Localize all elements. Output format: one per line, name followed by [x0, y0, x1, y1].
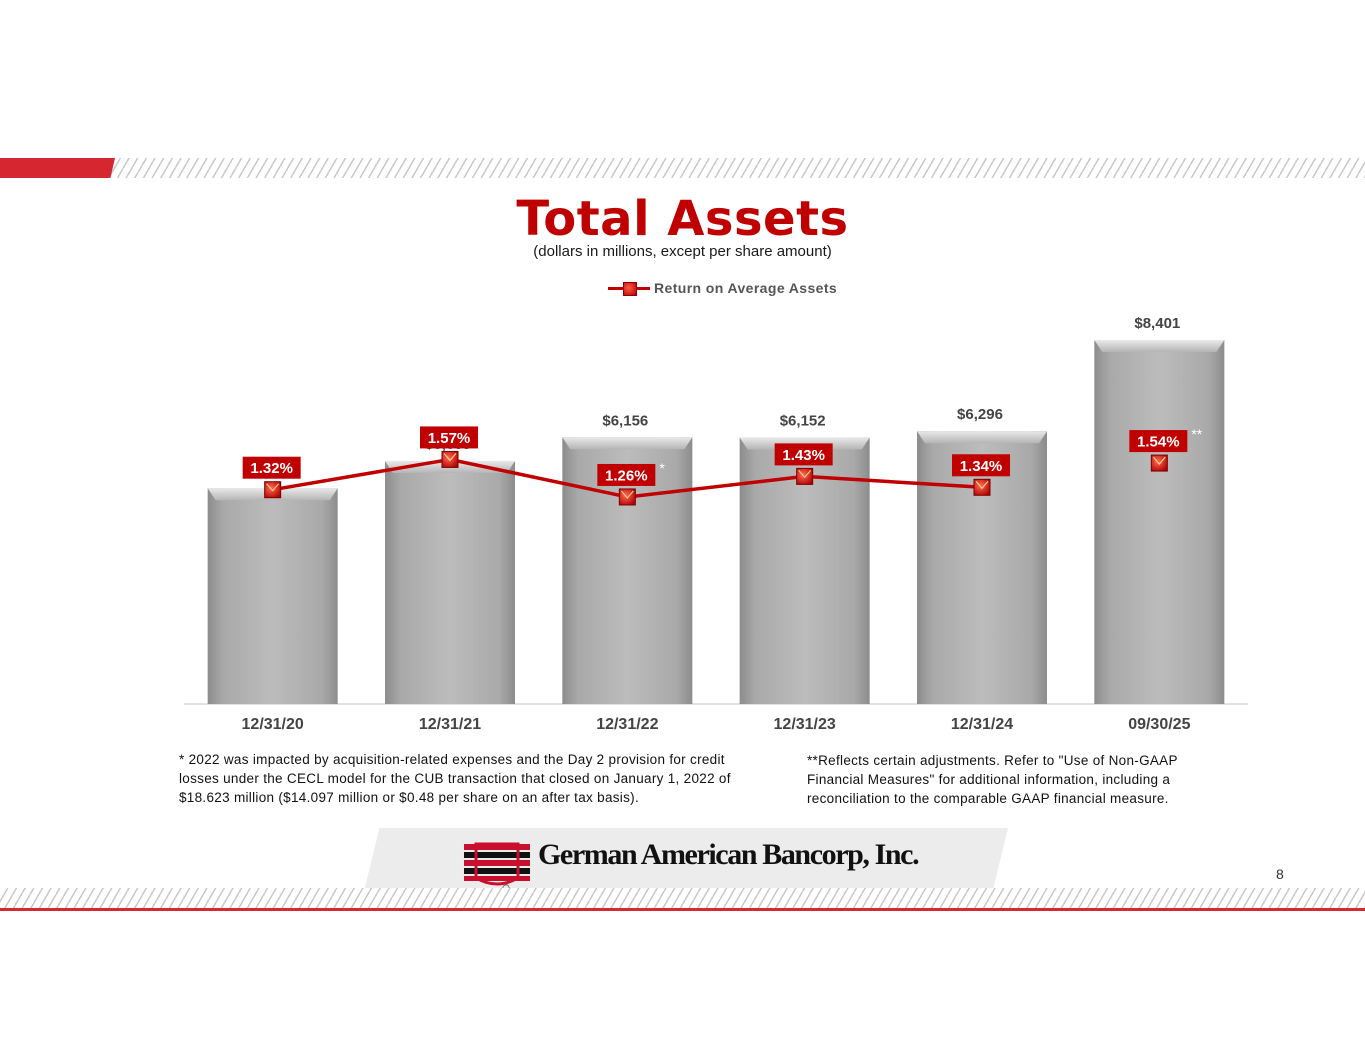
x-tick-label: 12/31/21 — [419, 716, 481, 733]
roa-label-box — [1129, 430, 1188, 453]
roa-point — [973, 478, 991, 496]
x-tick-label: 12/31/22 — [596, 716, 658, 733]
bar-value-label: $6,156 — [602, 412, 648, 429]
legend-line-marker-icon — [608, 279, 650, 297]
roa-line-segment — [272, 457, 451, 492]
bar — [917, 431, 1047, 704]
bar-bevel — [1094, 340, 1225, 352]
roa-point — [618, 488, 636, 506]
x-tick-label: 09/30/25 — [1128, 716, 1190, 733]
bar-value-label: $8,401 — [1134, 315, 1180, 332]
footnote-non-gaap: **Reflects certain adjustments. Refer to… — [807, 753, 1178, 806]
roa-point — [441, 450, 459, 468]
page-number: 8 — [1276, 866, 1284, 882]
roa-value-label: 1.43% — [782, 447, 825, 464]
roa-value-label: 1.57% — [428, 430, 471, 447]
x-tick-label: 12/31/20 — [242, 716, 304, 733]
bar-value-label: $6,152 — [780, 412, 826, 429]
roa-label-box — [952, 454, 1010, 477]
bar-bevel — [917, 431, 1047, 444]
roa-point — [1150, 454, 1168, 472]
company-name: German American Bancorp, Inc. — [538, 838, 920, 871]
roa-annotation: ** — [1191, 426, 1202, 442]
company-logo-icon — [464, 842, 530, 892]
roa-label-box — [774, 443, 833, 466]
x-tick-label: 12/31/23 — [774, 716, 836, 733]
bar — [385, 460, 515, 704]
roa-point — [796, 467, 814, 485]
roa-value-label: 1.26% — [605, 467, 648, 484]
bar — [1094, 340, 1225, 704]
chart-legend: Return on Average Assets — [608, 279, 837, 297]
roa-label-box — [242, 456, 301, 479]
top-stripe-band — [0, 158, 1365, 178]
chart-title: Total Assets — [516, 191, 849, 247]
roa-value-label: 1.32% — [250, 460, 293, 477]
top-red-accent — [0, 158, 115, 178]
footnote-acquisition: * 2022 was impacted by acquisition-relat… — [179, 752, 731, 805]
bar — [207, 488, 338, 704]
bar-bevel — [562, 437, 693, 450]
roa-value-label: 1.54% — [1137, 434, 1180, 451]
bottom-stripe-band — [0, 888, 1365, 908]
x-tick-label: 12/31/24 — [951, 716, 1013, 733]
roa-point — [264, 481, 282, 499]
roa-line-segment — [804, 474, 983, 490]
bar-value-label: $6,296 — [957, 406, 1003, 423]
chart-subtitle: (dollars in millions, except per share a… — [533, 243, 832, 260]
roa-value-label: 1.34% — [960, 458, 1003, 475]
legend-label: Return on Average Assets — [654, 280, 838, 296]
bottom-red-line — [0, 908, 1365, 911]
roa-line-segment — [449, 457, 628, 499]
roa-label-box — [597, 463, 656, 486]
roa-label-box — [420, 426, 478, 449]
roa-line-segment — [627, 474, 805, 499]
roa-annotation: * — [659, 460, 665, 476]
